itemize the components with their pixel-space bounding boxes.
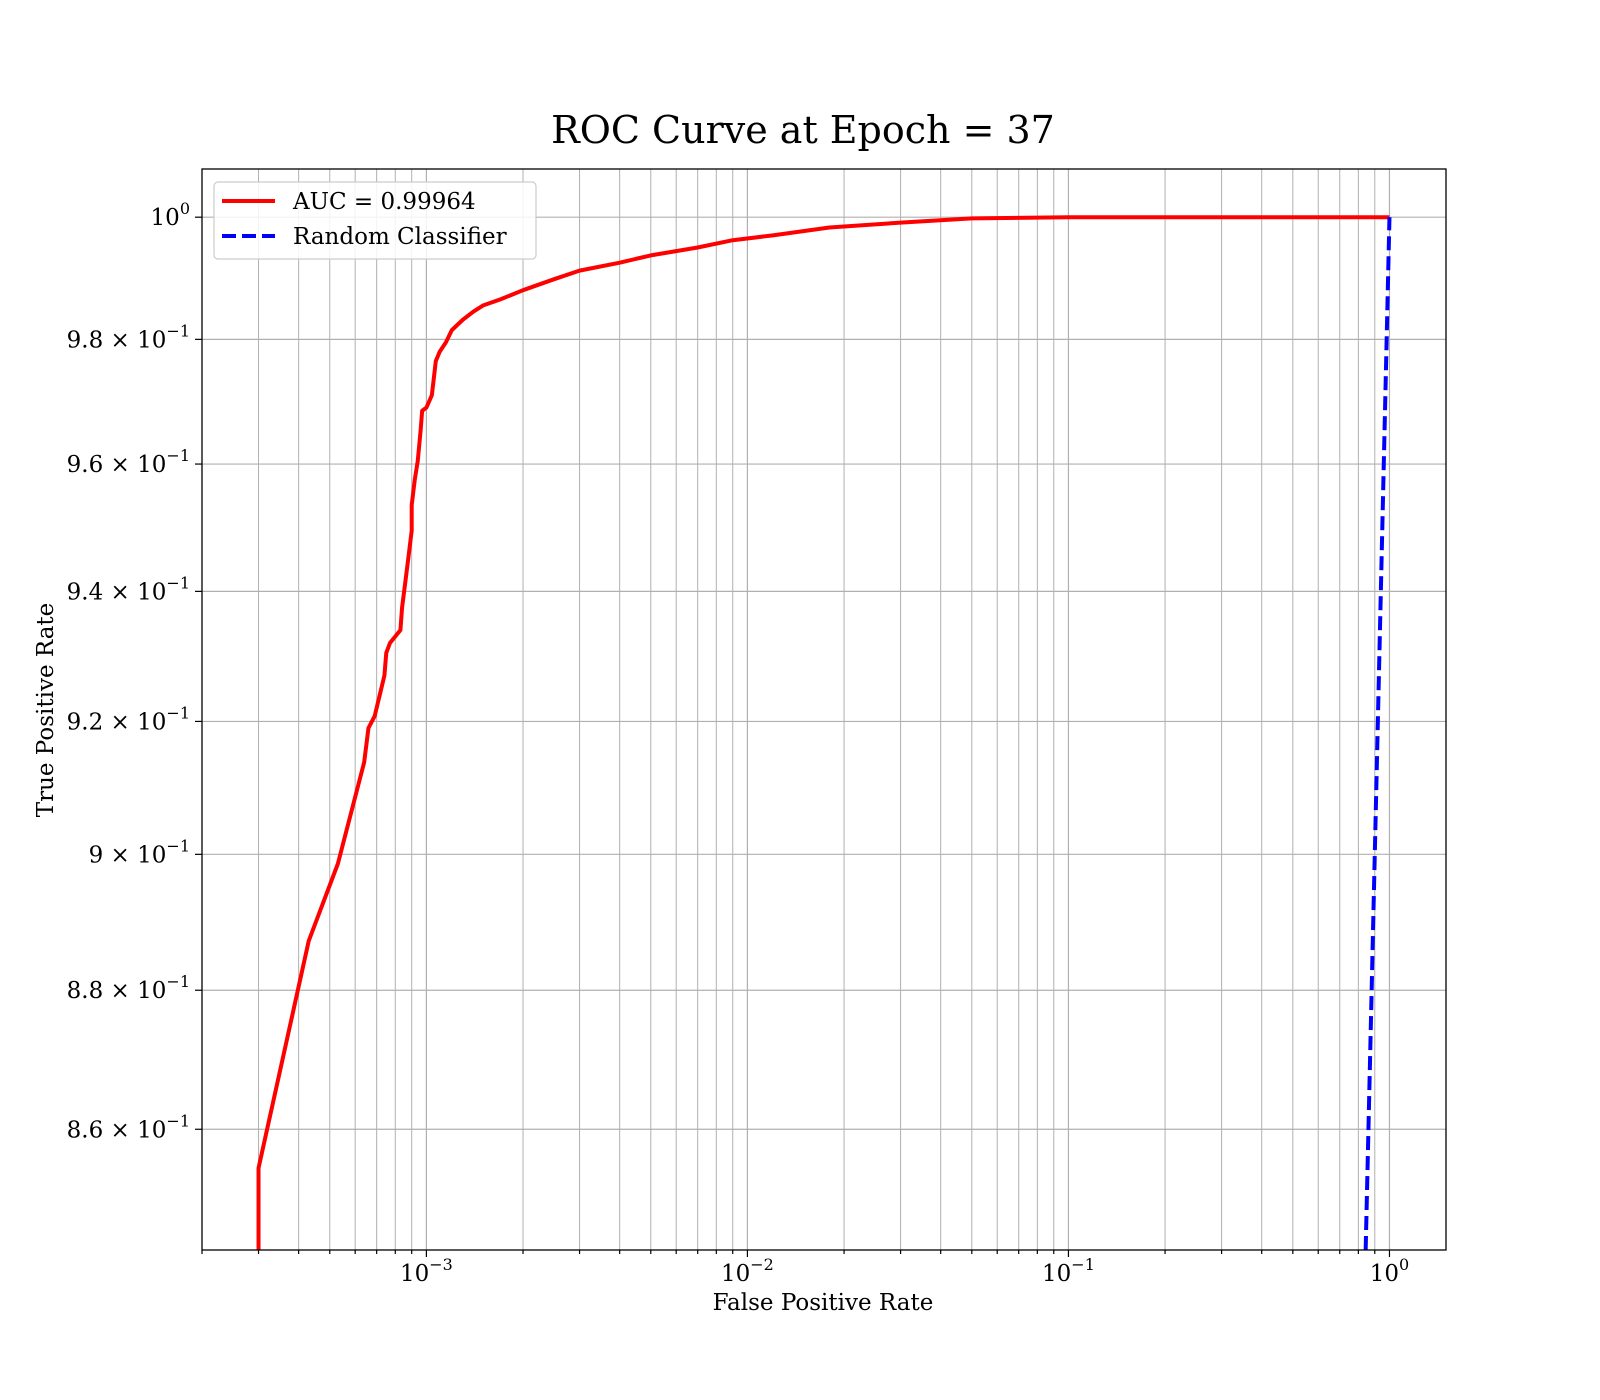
series-line-0 [256, 215, 1390, 1250]
x-tick-label: 10−2 [721, 1255, 774, 1287]
legend-label-random: Random Classifier [293, 224, 507, 250]
y-tick-label: 9.6 × 10−1 [67, 446, 190, 478]
chart-title: ROC Curve at Epoch = 37 [551, 108, 1055, 152]
x-tick-label: 10−1 [1042, 1255, 1095, 1287]
x-axis-ticks: 10−3 10−2 10−1 100 [201, 1250, 1409, 1287]
series-layer [256, 215, 1392, 1250]
series-line-1 [1363, 217, 1392, 1250]
plot-frame [201, 168, 1447, 1251]
x-tick-label: 100 [1370, 1255, 1409, 1287]
y-tick-label: 9.2 × 10−1 [67, 703, 190, 735]
legend: AUC = 0.99964 Random Classifier [213, 181, 537, 260]
y-tick-label: 9.4 × 10−1 [67, 573, 190, 605]
legend-label-auc: AUC = 0.99964 [292, 189, 476, 215]
y-tick-label: 8.6 × 10−1 [67, 1111, 190, 1143]
x-tick-label: 10−3 [400, 1255, 453, 1287]
y-tick-label: 9 × 10−1 [89, 836, 190, 868]
legend-box [213, 181, 537, 260]
y-axis-label: True Positive Rate [33, 603, 59, 818]
y-tick-label: 9.8 × 10−1 [67, 321, 190, 353]
grid-lines [201, 169, 1446, 1250]
x-axis-label: False Positive Rate [713, 1290, 934, 1316]
y-tick-label: 8.8 × 10−1 [67, 972, 190, 1004]
y-tick-label: 100 [151, 199, 190, 231]
y-axis-ticks: 100 9.8 × 10−1 9.6 × 10−1 9.4 × 10−1 9.2 × 1… [67, 199, 202, 1143]
